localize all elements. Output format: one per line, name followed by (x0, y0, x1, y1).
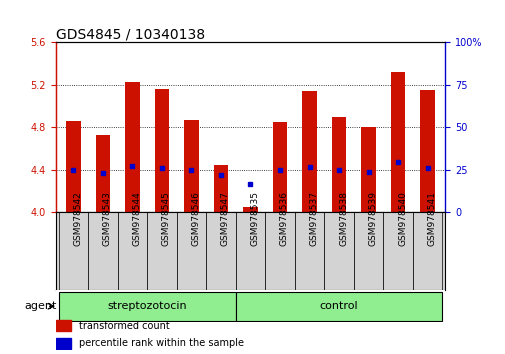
Text: GSM978536: GSM978536 (279, 191, 288, 246)
Text: GSM978544: GSM978544 (132, 191, 141, 246)
Bar (390, 72, 405, 212)
Bar (353, 212, 383, 290)
Text: GSM978535: GSM978535 (250, 191, 259, 246)
Bar (154, 89, 169, 212)
Bar (147, 212, 176, 290)
Bar (66, 121, 81, 212)
Bar (272, 122, 287, 212)
Bar (235, 292, 441, 321)
Bar (59, 212, 88, 290)
Bar (118, 212, 147, 290)
Text: GSM978537: GSM978537 (309, 191, 318, 246)
Text: percentile rank within the sample: percentile rank within the sample (79, 338, 243, 348)
Text: agent: agent (25, 301, 57, 310)
Bar (324, 212, 353, 290)
Bar (235, 212, 265, 290)
Text: GSM978543: GSM978543 (103, 191, 112, 246)
Bar (213, 165, 228, 212)
Bar (59, 292, 235, 321)
Bar (88, 212, 118, 290)
Bar (242, 207, 258, 212)
Bar (301, 91, 316, 212)
Bar (294, 212, 324, 290)
Bar (265, 212, 294, 290)
Text: control: control (319, 301, 358, 310)
Text: GSM978540: GSM978540 (397, 191, 406, 246)
Bar (176, 212, 206, 290)
Bar (383, 212, 412, 290)
Text: GSM978545: GSM978545 (162, 191, 171, 246)
Bar (361, 127, 375, 212)
Bar (412, 212, 441, 290)
Text: GSM978538: GSM978538 (338, 191, 347, 246)
Bar (95, 135, 110, 212)
Bar (56, 338, 71, 349)
Bar (56, 320, 71, 331)
Bar (125, 82, 139, 212)
Text: GSM978542: GSM978542 (73, 191, 82, 246)
Text: GSM978546: GSM978546 (191, 191, 200, 246)
Bar (206, 212, 235, 290)
Bar (184, 120, 198, 212)
Bar (331, 117, 346, 212)
Text: GDS4845 / 10340138: GDS4845 / 10340138 (56, 27, 205, 41)
Text: GSM978539: GSM978539 (368, 191, 377, 246)
Bar (419, 90, 434, 212)
Text: GSM978547: GSM978547 (221, 191, 229, 246)
Text: streptozotocin: streptozotocin (107, 301, 187, 310)
Text: GSM978541: GSM978541 (427, 191, 436, 246)
Text: transformed count: transformed count (79, 321, 170, 331)
